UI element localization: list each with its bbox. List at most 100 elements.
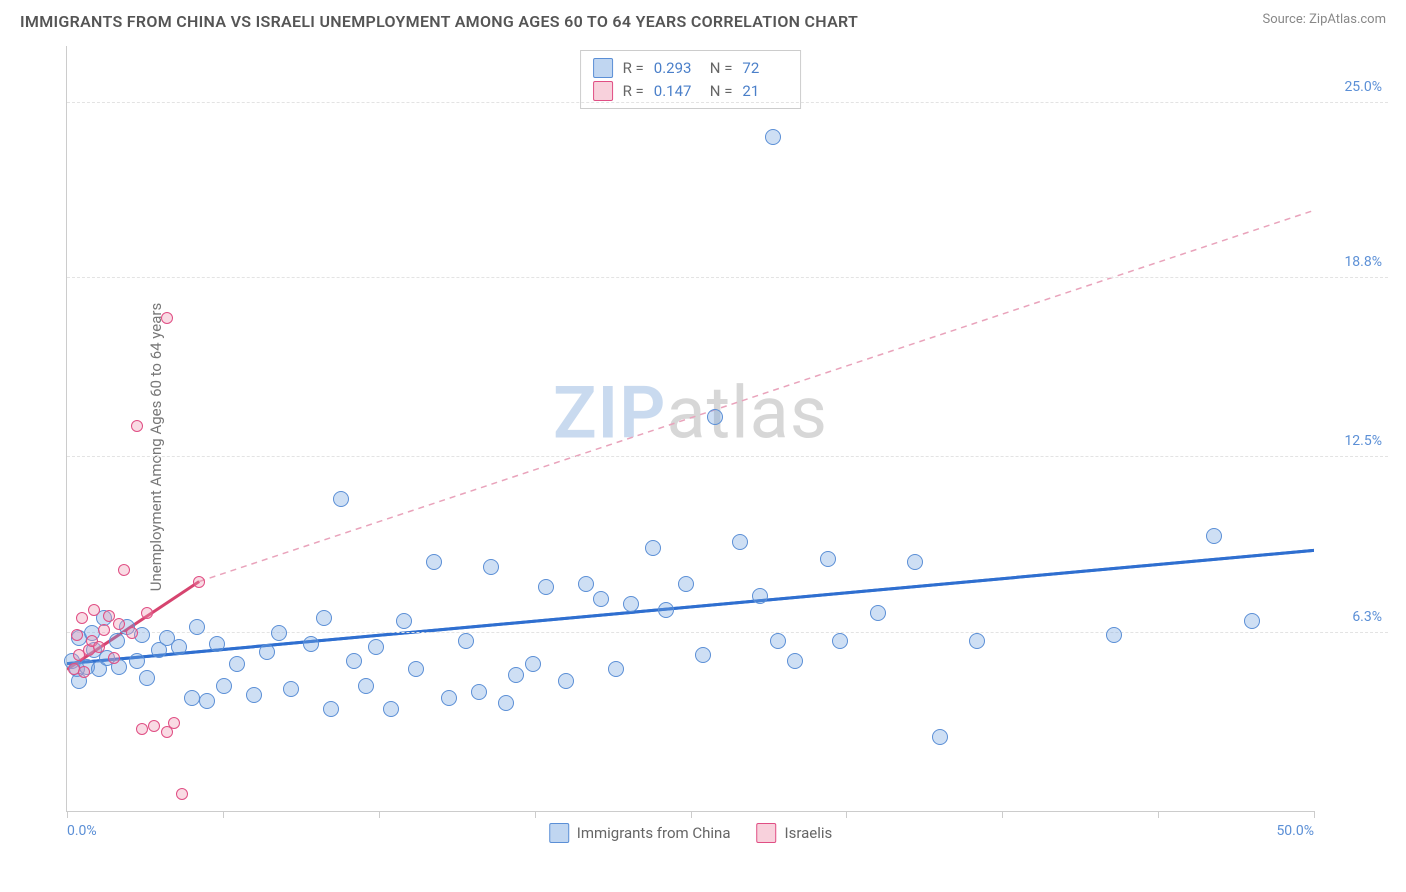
data-point — [88, 604, 100, 616]
data-point — [358, 678, 374, 694]
data-point — [78, 666, 90, 678]
legend-r-label: R = — [623, 57, 644, 80]
data-point — [209, 636, 225, 652]
data-point — [752, 588, 768, 604]
legend-item: Immigrants from China — [549, 823, 731, 843]
gridline — [67, 456, 1388, 457]
data-point — [787, 653, 803, 669]
data-point — [161, 726, 173, 738]
data-point — [131, 420, 143, 432]
data-point — [184, 690, 200, 706]
legend-r-label: R = — [623, 80, 644, 103]
data-point — [765, 129, 781, 145]
data-point — [193, 576, 205, 588]
x-tick — [1002, 811, 1003, 818]
legend-item-label: Immigrants from China — [577, 824, 731, 842]
data-point — [538, 579, 554, 595]
data-point — [832, 633, 848, 649]
data-point — [93, 641, 105, 653]
data-point — [323, 701, 339, 717]
trend-line — [67, 550, 1314, 663]
trend-line — [67, 550, 1314, 663]
legend-swatch-pink — [593, 81, 613, 101]
data-point — [593, 591, 609, 607]
legend-item-label: Israelis — [785, 824, 833, 842]
data-point — [118, 564, 130, 576]
data-point — [303, 636, 319, 652]
legend-r-value: 0.293 — [654, 57, 700, 80]
data-point — [98, 624, 110, 636]
data-point — [645, 540, 661, 556]
gridline — [67, 277, 1388, 278]
data-point — [108, 652, 120, 664]
gridline — [67, 102, 1388, 103]
data-point — [732, 534, 748, 550]
x-tick — [846, 811, 847, 818]
data-point — [148, 720, 160, 732]
data-point — [525, 656, 541, 672]
data-point — [229, 656, 245, 672]
data-point — [271, 625, 287, 641]
x-tick — [67, 811, 68, 818]
data-point — [129, 653, 145, 669]
data-point — [678, 576, 694, 592]
x-tick — [223, 811, 224, 818]
data-point — [458, 633, 474, 649]
legend-swatch-pink — [757, 823, 777, 843]
data-point — [259, 644, 275, 660]
x-tick-label: 50.0% — [1276, 823, 1314, 839]
data-point — [1244, 613, 1260, 629]
data-point — [932, 729, 948, 745]
watermark: ZIPatlas — [553, 371, 828, 456]
data-point — [969, 633, 985, 649]
data-point — [498, 695, 514, 711]
legend-series: Immigrants from China Israelis — [549, 823, 833, 843]
data-point — [383, 701, 399, 717]
legend-swatch-blue — [549, 823, 569, 843]
x-tick — [691, 811, 692, 818]
data-point — [368, 639, 384, 655]
y-tick-label: 25.0% — [1344, 79, 1382, 95]
legend-n-label: N = — [710, 80, 733, 103]
data-point — [426, 554, 442, 570]
data-point — [396, 613, 412, 629]
data-point — [558, 673, 574, 689]
data-point — [113, 618, 125, 630]
legend-n-label: N = — [710, 57, 733, 80]
legend-row: R = 0.147 N = 21 — [593, 80, 789, 103]
data-point — [695, 647, 711, 663]
legend-n-value: 21 — [742, 80, 788, 103]
legend-r-value: 0.147 — [654, 80, 700, 103]
data-point — [333, 491, 349, 507]
data-point — [141, 607, 153, 619]
data-point — [109, 633, 125, 649]
y-tick-label: 6.3% — [1352, 609, 1382, 625]
data-point — [246, 687, 262, 703]
scatter-plot: ZIPatlas R = 0.293 N = 72 R = 0.147 N = … — [66, 46, 1314, 812]
data-point — [1106, 627, 1122, 643]
data-point — [216, 678, 232, 694]
data-point — [199, 693, 215, 709]
data-point — [483, 559, 499, 575]
data-point — [161, 312, 173, 324]
data-point — [189, 619, 205, 635]
data-point — [471, 684, 487, 700]
data-point — [441, 690, 457, 706]
data-point — [316, 610, 332, 626]
data-point — [707, 409, 723, 425]
y-tick-label: 18.8% — [1344, 254, 1382, 270]
data-point — [71, 629, 83, 641]
trend-line — [199, 210, 1314, 581]
data-point — [139, 670, 155, 686]
legend-n-value: 72 — [742, 57, 788, 80]
gridline — [67, 632, 1388, 633]
x-tick-label: 0.0% — [67, 823, 97, 839]
chart-title: IMMIGRANTS FROM CHINA VS ISRAELI UNEMPLO… — [20, 12, 858, 31]
legend-correlation: R = 0.293 N = 72 R = 0.147 N = 21 — [580, 50, 802, 109]
data-point — [578, 576, 594, 592]
x-tick — [535, 811, 536, 818]
data-point — [820, 551, 836, 567]
legend-swatch-blue — [593, 58, 613, 78]
legend-row: R = 0.293 N = 72 — [593, 57, 789, 80]
data-point — [658, 602, 674, 618]
